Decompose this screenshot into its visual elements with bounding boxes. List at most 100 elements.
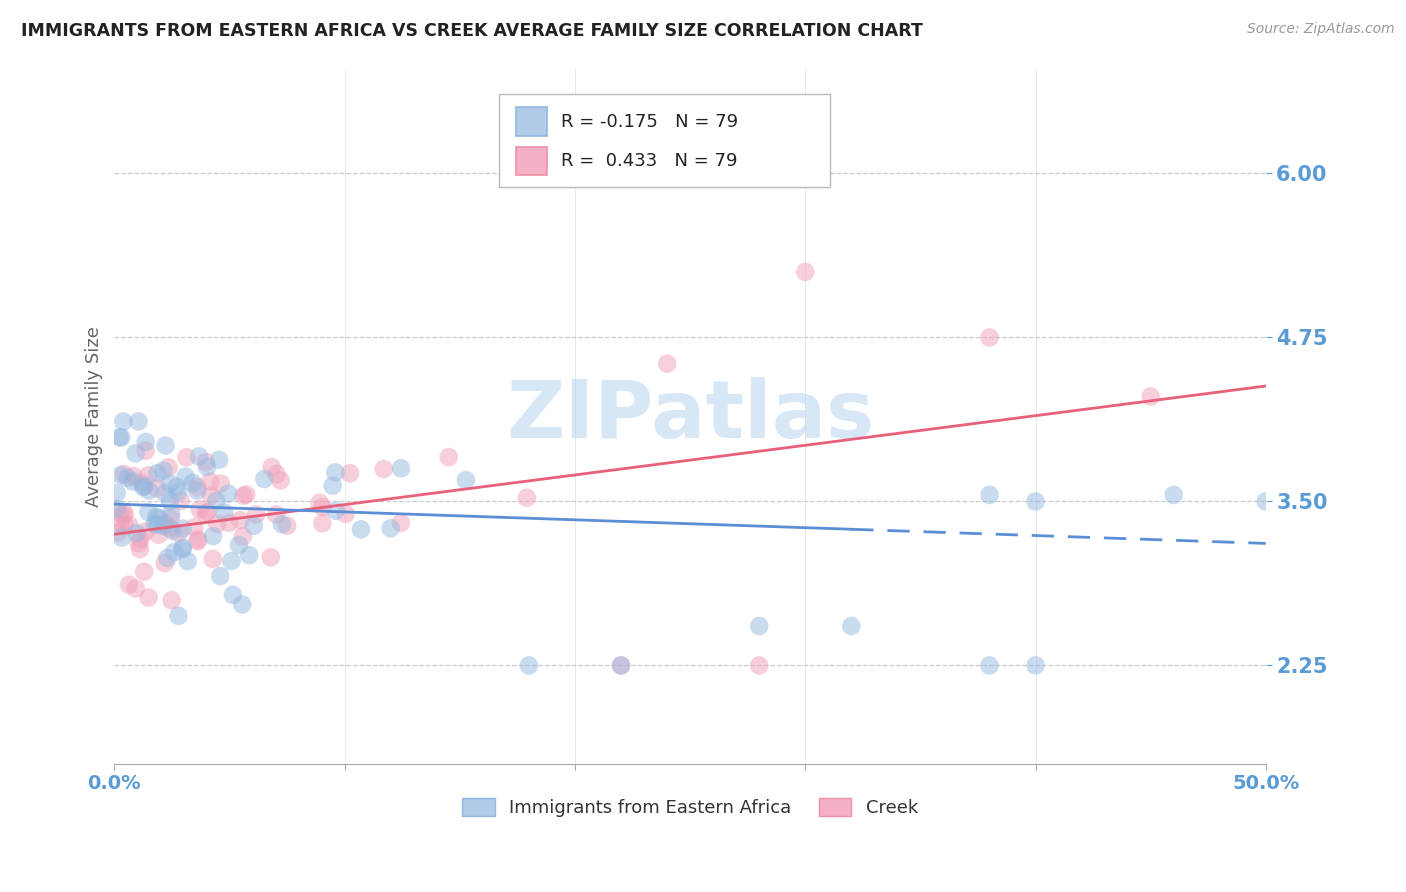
Point (128, 536, 150, 550)
Point (979, 658, 1001, 673)
Point (243, 518, 266, 533)
Point (111, 531, 134, 545)
Point (655, 357, 678, 371)
Point (253, 472, 276, 486)
Point (235, 487, 257, 501)
Point (160, 507, 183, 521)
Point (110, 468, 132, 483)
Point (148, 527, 170, 541)
Point (209, 569, 232, 583)
Text: R = -0.175   N = 79: R = -0.175 N = 79 (561, 112, 738, 131)
Point (260, 460, 283, 475)
Y-axis label: Average Family Size: Average Family Size (86, 326, 103, 507)
Point (155, 438, 177, 452)
Point (132, 480, 155, 494)
Point (202, 529, 225, 543)
Point (107, 525, 129, 540)
Point (110, 430, 132, 444)
Point (610, 658, 633, 673)
Point (170, 494, 193, 508)
Point (205, 516, 228, 531)
Point (209, 476, 232, 491)
Point (979, 488, 1001, 502)
Point (138, 591, 160, 605)
Point (205, 493, 228, 508)
Point (108, 507, 131, 521)
Point (131, 476, 153, 491)
Point (167, 485, 190, 500)
Point (311, 516, 333, 531)
Point (156, 551, 179, 566)
Point (162, 524, 184, 538)
Point (979, 330, 1001, 344)
Point (138, 483, 160, 498)
Point (437, 450, 460, 464)
Point (201, 552, 224, 566)
Legend: Immigrants from Eastern Africa, Creek: Immigrants from Eastern Africa, Creek (456, 790, 925, 824)
Point (1025, 494, 1047, 508)
Point (748, 658, 770, 673)
Point (143, 516, 166, 531)
Point (159, 511, 181, 525)
Point (183, 520, 205, 534)
Point (152, 464, 174, 478)
Text: Source: ZipAtlas.com: Source: ZipAtlas.com (1247, 22, 1395, 37)
Point (389, 516, 412, 530)
Point (153, 556, 176, 570)
Point (208, 452, 231, 467)
Point (380, 521, 402, 535)
Point (217, 486, 239, 500)
Point (454, 473, 477, 487)
Point (839, 619, 862, 633)
Point (271, 517, 294, 532)
Point (186, 483, 208, 498)
Point (198, 475, 221, 489)
Point (124, 446, 146, 460)
Point (118, 517, 141, 532)
Point (159, 494, 181, 508)
Point (222, 588, 245, 602)
Point (121, 475, 143, 489)
Point (152, 519, 174, 533)
Point (105, 502, 128, 516)
Point (229, 513, 252, 527)
Point (1139, 389, 1161, 403)
Point (187, 450, 209, 464)
Point (172, 542, 194, 557)
Point (266, 467, 288, 482)
Point (197, 505, 219, 519)
Point (146, 466, 169, 480)
Point (128, 414, 150, 428)
Point (238, 548, 260, 562)
Point (516, 491, 538, 505)
Point (186, 480, 208, 494)
Point (181, 475, 204, 490)
Point (112, 467, 135, 482)
Point (155, 516, 177, 531)
Point (110, 518, 132, 533)
Point (1163, 488, 1185, 502)
Point (114, 518, 136, 533)
Point (108, 430, 131, 444)
Point (112, 415, 135, 429)
Point (335, 507, 357, 521)
Point (146, 481, 169, 495)
Point (145, 510, 167, 524)
Point (1025, 658, 1047, 673)
Point (231, 598, 253, 612)
Point (1254, 494, 1277, 508)
Point (194, 507, 217, 521)
Point (389, 461, 412, 475)
Point (195, 460, 218, 475)
Point (221, 554, 243, 568)
Point (138, 505, 160, 519)
Point (187, 534, 209, 549)
Point (129, 542, 152, 557)
Point (134, 565, 156, 579)
Text: ZIPatlas: ZIPatlas (506, 377, 875, 455)
Point (122, 469, 145, 483)
Point (146, 517, 169, 532)
Point (163, 545, 186, 559)
Point (270, 474, 292, 488)
Point (167, 608, 190, 623)
